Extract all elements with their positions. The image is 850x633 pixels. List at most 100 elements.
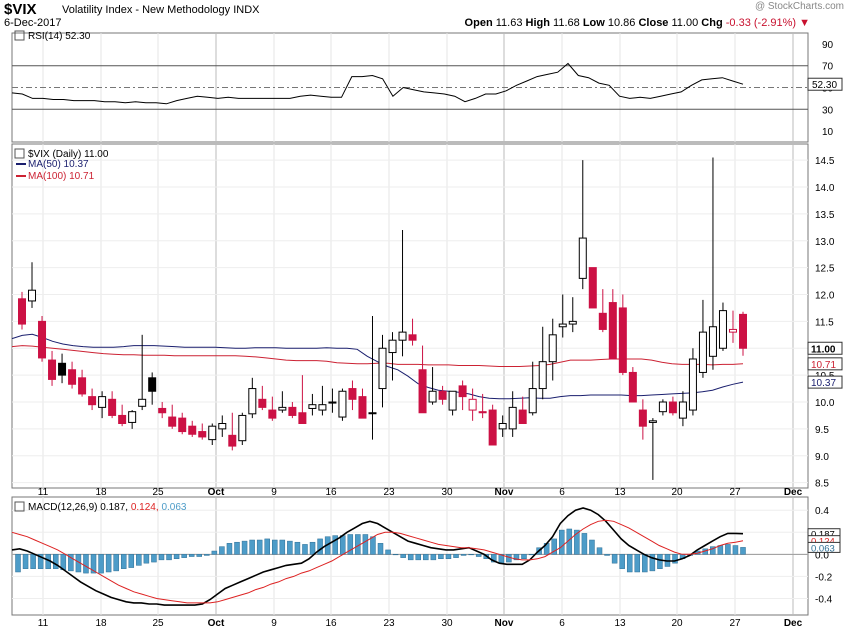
macd-histogram-bar bbox=[347, 534, 354, 555]
macd-histogram-bar bbox=[234, 541, 240, 555]
price-candle bbox=[698, 299, 707, 378]
price-candle bbox=[428, 367, 437, 405]
price-candle bbox=[688, 348, 697, 416]
price-candle bbox=[739, 311, 747, 356]
macd-legend-signal: 0.124, bbox=[131, 502, 162, 513]
price-candle bbox=[348, 380, 357, 411]
candle-body bbox=[739, 313, 747, 349]
macd-x-tick-label: 9 bbox=[271, 618, 277, 629]
price-candle bbox=[108, 391, 117, 419]
candle-body bbox=[358, 396, 367, 419]
candle-body bbox=[508, 406, 517, 430]
candle-body bbox=[258, 398, 267, 408]
price-candle bbox=[568, 297, 577, 333]
candle-body bbox=[728, 328, 737, 333]
macd-legend-icon bbox=[14, 501, 25, 512]
macd-histogram-bar bbox=[256, 539, 263, 555]
rsi-legend-icon bbox=[14, 30, 25, 41]
candle-body bbox=[148, 377, 157, 392]
candle-body bbox=[428, 390, 437, 403]
macd-histogram-bar bbox=[120, 554, 127, 569]
macd-x-tick-label: 18 bbox=[95, 618, 107, 629]
price-candle bbox=[368, 316, 377, 440]
candle-body bbox=[518, 409, 527, 424]
price-candle bbox=[558, 294, 567, 338]
ma100-price-tag-box bbox=[807, 357, 843, 371]
macd-histogram-bar bbox=[581, 533, 588, 555]
macd-x-tick-label: 11 bbox=[38, 618, 49, 629]
price-candle bbox=[168, 404, 177, 429]
macd-histogram-bar bbox=[226, 543, 233, 555]
price-x-tick-label: 13 bbox=[614, 487, 626, 498]
price-x-tick-label: 20 bbox=[671, 487, 683, 498]
candle-body bbox=[458, 385, 467, 398]
macd-x-tick-label: 20 bbox=[671, 618, 683, 629]
candle-body bbox=[718, 310, 727, 349]
candle-body bbox=[528, 388, 537, 414]
price-y-tick-label: 14.5 bbox=[815, 156, 835, 167]
macd-x-tick-label: 6 bbox=[559, 618, 565, 629]
price-y-tick-label: 10.0 bbox=[815, 398, 835, 409]
candle-body bbox=[348, 388, 357, 400]
price-candle bbox=[468, 388, 477, 421]
price-candle bbox=[408, 318, 417, 346]
index-name: Volatility Index - New Methodology bbox=[62, 4, 231, 16]
macd-histogram-bar bbox=[460, 554, 467, 556]
macd-histogram-bar bbox=[332, 535, 338, 555]
macd-histogram-bar bbox=[407, 554, 414, 561]
macd-y-tick-label: -0.4 bbox=[815, 594, 833, 605]
macd-legend-hist: 0.063 bbox=[161, 502, 186, 513]
candle-body bbox=[88, 396, 97, 406]
price-candle bbox=[518, 396, 527, 424]
macd-histogram-bar bbox=[491, 554, 497, 563]
price-candle bbox=[158, 402, 167, 419]
candle-body bbox=[638, 409, 647, 427]
price-candle bbox=[578, 160, 587, 290]
open-value: 11.63 bbox=[495, 17, 523, 29]
macd-x-tick-label: 23 bbox=[383, 618, 395, 629]
candle-body bbox=[578, 237, 587, 279]
macd-histogram-bar bbox=[249, 539, 255, 555]
macd-histogram-bar bbox=[204, 554, 210, 556]
candle-body bbox=[288, 406, 297, 416]
candle-body bbox=[188, 425, 197, 435]
ma50-price-tag-box bbox=[807, 375, 843, 389]
price-candle bbox=[628, 367, 637, 403]
macd-histogram-bar bbox=[377, 543, 384, 555]
macd-histogram-bar bbox=[302, 544, 308, 555]
price-candle bbox=[438, 385, 447, 405]
candle-body bbox=[608, 302, 617, 360]
macd-histogram-bar bbox=[166, 554, 172, 561]
macd-legend-value: 0.187, bbox=[100, 502, 131, 513]
price-candle bbox=[238, 412, 247, 445]
macd-histogram-bar bbox=[619, 554, 625, 569]
chg-value: -0.33 (-2.91%) bbox=[725, 17, 797, 29]
price-legend: $VIX (Daily) 11.00 bbox=[28, 149, 109, 160]
price-candle bbox=[188, 420, 197, 437]
rsi-legend: RSI(14) 52.30 bbox=[28, 31, 91, 42]
ma50-price-tag: 10.37 bbox=[811, 378, 836, 389]
price-candle bbox=[588, 267, 597, 309]
macd-line bbox=[11, 507, 744, 606]
candle-body bbox=[268, 409, 277, 419]
macd-histogram-bar bbox=[717, 545, 724, 555]
price-candle bbox=[648, 418, 657, 480]
price-candle bbox=[128, 410, 137, 429]
price-candle bbox=[458, 380, 467, 411]
macd-histogram-bar bbox=[642, 554, 648, 573]
macd-x-tick-label: 16 bbox=[325, 618, 337, 629]
price-candle bbox=[478, 393, 487, 419]
macd-hist-tag: 0.063 bbox=[811, 543, 835, 554]
stockcharts-watermark: @ StockCharts.com bbox=[754, 1, 844, 12]
candle-body bbox=[388, 339, 397, 354]
price-candle bbox=[728, 310, 737, 343]
price-y-tick-label: 13.5 bbox=[815, 210, 835, 221]
price-candle bbox=[418, 345, 427, 414]
macd-x-tick-label: Oct bbox=[208, 618, 225, 629]
ma100-legend: MA(100) 10.71 bbox=[28, 171, 95, 182]
candle-body bbox=[68, 369, 77, 385]
price-candle bbox=[398, 230, 407, 357]
candle-body bbox=[238, 414, 247, 442]
exchange-label: INDX bbox=[233, 4, 260, 16]
rsi-last-value-box bbox=[807, 77, 843, 91]
